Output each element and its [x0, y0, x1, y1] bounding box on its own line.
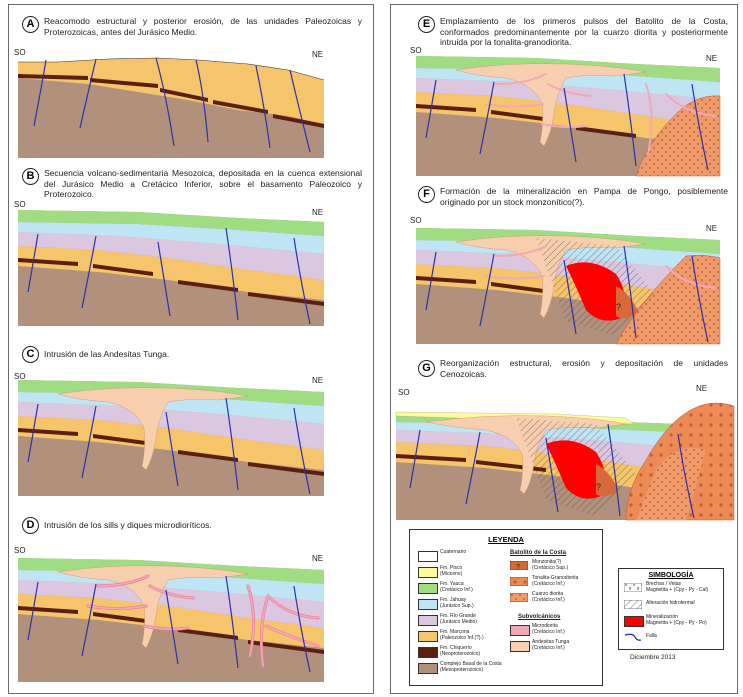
legend-batolito-title: Batolito de la Costa [510, 550, 567, 556]
panel-c-ne-label: NE [312, 376, 324, 385]
legend-swatch-3 [418, 599, 438, 610]
legend-age-3: (Jurásico Sup.) [440, 602, 474, 609]
panel-d-letter: D [22, 517, 39, 534]
simb-name-3: Falla [646, 633, 657, 639]
panel-c-letter: C [22, 346, 39, 363]
legend-subvolc-age-0: (Cretácico Inf.) [532, 628, 565, 635]
panel-g-section: ? [395, 402, 735, 521]
panel-d-ne-label: NE [312, 554, 324, 563]
legend-age-7: (Mesoproterozoico) [440, 666, 484, 673]
legend-swatch-cuarzo-diorita [510, 593, 528, 602]
panel-a-fault-1 [33, 59, 47, 127]
brecha-swatch [624, 583, 642, 592]
panel-b-section [18, 210, 324, 326]
legend-name-1: Fm. Pisco [440, 565, 463, 571]
legend-age-4: (Jurásico Medio) [440, 618, 477, 625]
mineralizacion-swatch [624, 616, 644, 627]
panel-e-sw-label: SO [410, 46, 422, 55]
panel-e-section [416, 56, 721, 177]
panel-e-caption: Emplazamiento de los primeros pulsos del… [440, 16, 728, 47]
legend-name-4: Fm. Río Grande [440, 613, 476, 619]
legend-swatch-tonalita [510, 577, 528, 586]
legend-name-6: Fm. Chiquerío [440, 645, 472, 651]
panel-g-letter: G [418, 360, 435, 377]
simb-name-1: Alteración hidrotermal [646, 600, 695, 606]
legend-batolito-age-0: (Cretácico Sup.) [532, 564, 569, 571]
legend-age-6: (Neoproterozoico) [440, 650, 481, 657]
legend-swatch-5 [418, 631, 438, 642]
panel-f-section: ? [416, 228, 721, 345]
panel-g-caption: Reorganización estructural, erosión y de… [440, 358, 728, 379]
legend-batolito-age-1: (Cretácico Inf.) [532, 580, 565, 587]
simb-name-2: Mineralización [646, 614, 678, 620]
simb-name-0: Brechas / Vetas [646, 581, 682, 587]
legend-swatch-monzonita: ? [510, 561, 528, 570]
legend-name-0: Cuaternario [440, 549, 467, 555]
panel-g-ne-label: NE [696, 384, 708, 393]
legend-name-3: Fm. Jahuay [440, 597, 467, 603]
legend-subvolc-name-1: Andesitas Tunga [532, 639, 570, 645]
panel-e-letter: E [418, 16, 435, 33]
panel-b-ne-label: NE [312, 208, 324, 217]
legend-name-5: Fm. Marcona [440, 629, 470, 635]
panel-e-ne-label: NE [706, 54, 718, 63]
legend-swatch-7 [418, 663, 438, 674]
simb-sub-2: Magnetita + (Cpy - Py - Po) [646, 619, 707, 626]
panel-f-sw-label: SO [410, 216, 422, 225]
legend-swatch-0 [418, 551, 438, 562]
legend-name-7: Complejo Basal de la Costa [440, 661, 502, 667]
legend-subvolc-title: Subvolcánicos [518, 614, 561, 620]
panel-c-sw-label: SO [14, 372, 26, 381]
simbologia-title: SIMBOLOGÍA [648, 572, 694, 579]
legend-swatch-microdiorita [510, 625, 530, 636]
panel-f-ne-label: NE [706, 224, 718, 233]
panel-a-sw-label: SO [14, 48, 26, 57]
legend-batolito-name-2: Cuarzo diorita [532, 591, 564, 597]
legend-subvolc-name-0: Microdiorita [532, 623, 558, 629]
panel-g-question-mark: ? [596, 482, 601, 492]
legend-age-2: (Cretácico Inf.) [440, 586, 473, 593]
simbologia-box: SIMBOLOGÍA Brechas / Vetas Magnetita + (C… [618, 568, 724, 650]
legend-age-5: (Paleozoico Inf.(?).) [440, 634, 484, 641]
panel-d-sw-label: SO [14, 546, 26, 555]
panel-d-section [18, 558, 324, 682]
panel-a-section [18, 57, 325, 158]
legend-batolito-name-1: Tonalita-Granodiorita [532, 575, 579, 581]
legend-swatch-6 [418, 647, 438, 658]
legend-swatch-andesitas [510, 641, 530, 652]
date-label: Diciembre 2013 [630, 654, 676, 661]
panel-b-caption: Secuencia volcano-sedimentaria Mesozoica… [44, 168, 362, 199]
legend-batolito-name-0: Monzonita(?) [532, 559, 562, 565]
legend-swatch-4 [418, 615, 438, 626]
panel-f-question-mark: ? [616, 302, 621, 312]
panel-f-letter: F [418, 186, 435, 203]
legend-age-1: (Mioceno) [440, 570, 463, 577]
legend-swatch-2 [418, 583, 438, 594]
panel-c-section [18, 380, 324, 496]
panel-b-letter: B [22, 168, 39, 185]
panel-d-caption: Intrusión de los sills y diques microdio… [44, 520, 212, 530]
panel-f-caption: Formación de la mineralización en Pampa … [440, 186, 728, 207]
panel-b-sw-label: SO [14, 200, 26, 209]
legend-name-2: Fm. Yauca [440, 581, 464, 587]
panel-g-sw-label: SO [398, 388, 410, 397]
alteracion-swatch [624, 600, 642, 609]
legend-monzonita-question-mark: ? [516, 564, 520, 570]
panel-a-ne-label: NE [312, 50, 324, 59]
simb-sub-0: Magnetita + (Cpy - Py - Cal) [646, 586, 709, 593]
falla-line-icon [624, 633, 642, 641]
legend-swatch-1 [418, 567, 438, 578]
legend-batolito-age-2: (Cretácico Inf.) [532, 596, 565, 603]
legend-box: LEYENDA Cuaternario Fm. Pisco (Mioceno) F… [409, 529, 603, 686]
panel-c-caption: Intrusión de las Andesitas Tunga. [44, 349, 170, 359]
panel-a-caption: Reacomodo estructural y posterior erosió… [44, 16, 362, 37]
panel-a-letter: A [22, 16, 39, 33]
legend-title: LEYENDA [488, 535, 524, 544]
legend-subvolc-age-1: (Cretácico Inf.) [532, 644, 565, 651]
